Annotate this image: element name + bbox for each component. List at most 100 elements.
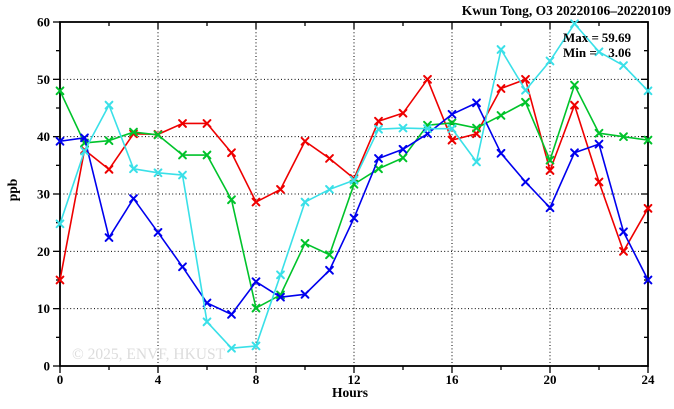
- series-blue-marker: [398, 144, 408, 154]
- series-blue-marker: [276, 292, 285, 302]
- series-cyan-marker: [349, 175, 359, 185]
- series-green-marker: [55, 86, 65, 96]
- series-green-marker: [619, 132, 628, 142]
- series-green-marker: [104, 136, 114, 146]
- series-cyan-marker: [300, 197, 310, 207]
- series-cyan-marker: [374, 124, 383, 134]
- series-blue-marker: [643, 275, 653, 285]
- series-red-marker: [594, 177, 604, 187]
- series-red-marker: [178, 119, 187, 128]
- series-red-marker: [447, 135, 457, 145]
- series-blue-marker: [594, 139, 604, 149]
- series-cyan-marker: [276, 270, 285, 280]
- x-tick-label: 16: [446, 372, 460, 387]
- series-blue-marker: [447, 109, 457, 119]
- series-blue-marker: [178, 262, 187, 272]
- series-red-marker: [398, 108, 408, 118]
- series-green-marker: [398, 153, 408, 163]
- series-green-marker: [325, 250, 334, 260]
- series-red-marker: [423, 74, 432, 84]
- series-cyan-marker: [423, 124, 432, 134]
- series-green-marker: [472, 123, 481, 133]
- series-cyan-marker: [496, 45, 506, 54]
- annotation-min-value: 3.06: [608, 45, 631, 60]
- series-cyan-marker: [153, 168, 163, 178]
- series-red-marker: [276, 185, 285, 194]
- series-cyan-marker: [178, 170, 187, 180]
- series-blue-marker: [153, 228, 163, 237]
- series-cyan: [55, 19, 653, 353]
- chart-title: Kwun Tong, O3 20220106–20220109: [462, 3, 672, 18]
- series-blue-marker: [55, 136, 65, 146]
- series-cyan-marker: [104, 100, 114, 110]
- series-blue-marker: [251, 277, 261, 287]
- series-red-marker: [545, 166, 555, 175]
- series-green-marker: [227, 195, 236, 205]
- series-green-marker: [129, 127, 138, 137]
- tick-layer: [53, 21, 649, 373]
- series-green-marker: [496, 111, 506, 120]
- series-red-marker: [202, 119, 212, 128]
- series-red-marker: [129, 129, 138, 139]
- series-red-marker: [570, 100, 579, 110]
- x-tick-label: 24: [642, 372, 656, 387]
- y-axis-label: ppb: [5, 179, 20, 202]
- y-tick-label: 30: [37, 187, 50, 202]
- x-tick-label: 0: [57, 372, 64, 387]
- series-blue-marker: [545, 203, 555, 213]
- series-cyan-marker: [325, 185, 334, 194]
- series-cyan-marker: [398, 123, 408, 133]
- series-cyan-marker: [202, 317, 212, 327]
- annotation-max-value: 59.69: [602, 30, 632, 45]
- series-cyan-marker: [619, 61, 628, 70]
- series-blue-marker: [129, 194, 138, 203]
- x-tick-label: 8: [253, 372, 260, 387]
- y-tick-label: 0: [44, 359, 51, 374]
- series-blue-marker: [521, 177, 530, 187]
- series-cyan-marker: [447, 124, 457, 134]
- watermark: © 2025, ENVF, HKUST: [72, 346, 226, 363]
- series-red-marker: [521, 74, 530, 84]
- series-green-line: [59, 84, 649, 309]
- series-blue-marker: [349, 213, 359, 223]
- x-tick-label: 4: [155, 372, 162, 387]
- series-red-marker: [251, 197, 261, 207]
- series-blue-marker: [570, 148, 579, 158]
- series-red-marker: [374, 116, 383, 126]
- series-blue: [55, 98, 653, 319]
- series-red-marker: [55, 275, 65, 285]
- y-tick-label: 60: [37, 15, 50, 30]
- series-cyan-marker: [129, 164, 138, 174]
- y-tick-label: 50: [37, 72, 50, 87]
- series-cyan-marker: [472, 157, 481, 167]
- annotation-min-label: Min =: [563, 45, 597, 60]
- tick-label-layer: 0 4 8 12 16 20 24 0 10 20 30 40 50 60: [37, 15, 655, 388]
- series-green-marker: [643, 135, 653, 145]
- y-tick-label: 10: [37, 301, 50, 316]
- series-blue-marker: [619, 227, 628, 237]
- series-red-marker: [619, 246, 628, 256]
- series-green-marker: [545, 155, 555, 165]
- series-green-marker: [153, 130, 163, 140]
- series-cyan-marker: [227, 343, 236, 353]
- series-green-marker: [300, 238, 310, 248]
- series-blue-marker: [472, 98, 481, 108]
- series-cyan-marker: [643, 86, 653, 96]
- series-cyan-marker: [521, 85, 530, 95]
- series-blue-marker: [496, 148, 506, 158]
- series-blue-marker: [227, 310, 236, 319]
- grid-layer: [60, 22, 648, 366]
- y-tick-label: 40: [37, 129, 50, 144]
- series-green: [55, 80, 653, 313]
- series-cyan-marker: [594, 47, 604, 57]
- series-green-marker: [521, 97, 530, 107]
- series-green-marker: [178, 150, 187, 160]
- series-red-marker: [496, 84, 506, 93]
- series-blue-marker: [374, 154, 383, 163]
- x-tick-label: 20: [544, 372, 557, 387]
- series-green-marker: [374, 164, 383, 174]
- series-red-marker: [325, 154, 334, 163]
- series-green-marker: [202, 150, 212, 160]
